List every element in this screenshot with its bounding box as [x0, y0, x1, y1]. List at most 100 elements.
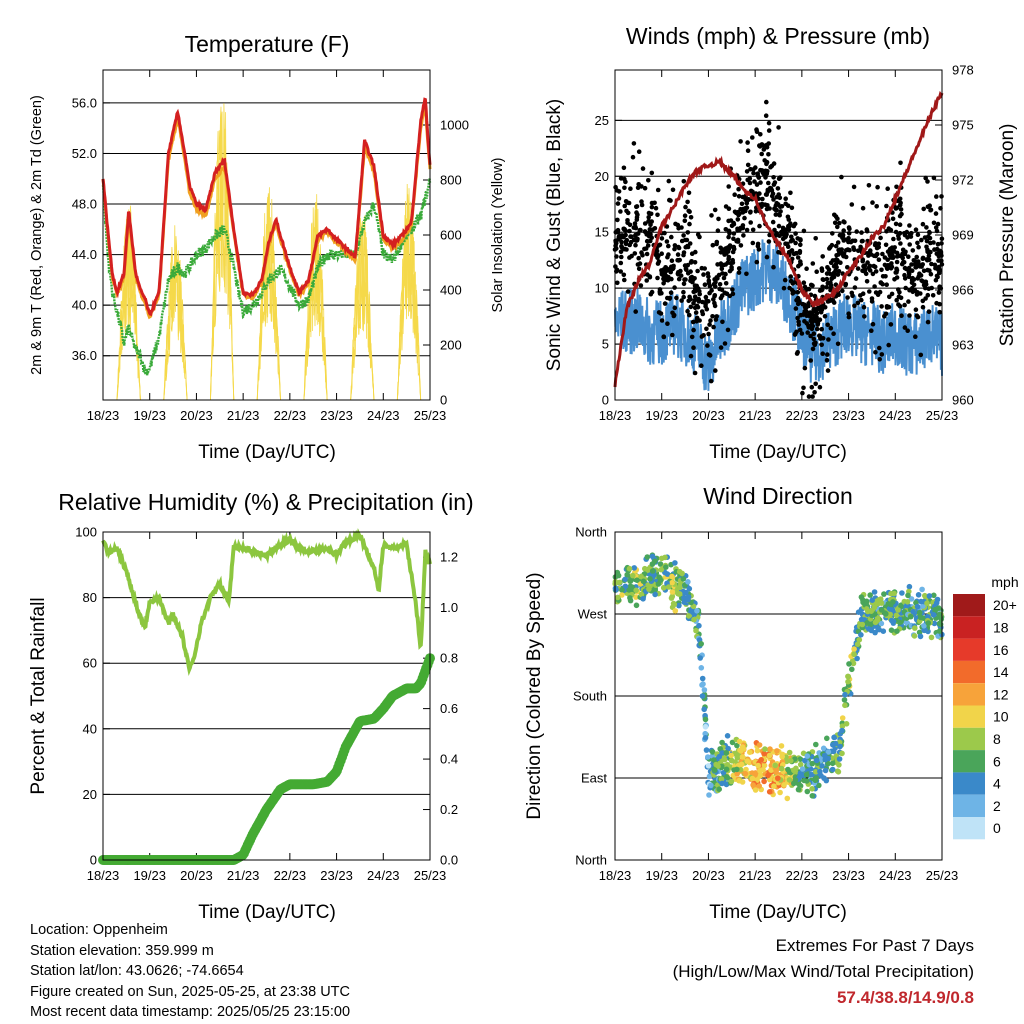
gust-point [909, 230, 914, 236]
direction-x-tick-label: 21/23 [739, 868, 772, 883]
gust-point [878, 235, 883, 241]
humidity-y2-tick-label: 0.8 [440, 651, 458, 666]
gust-point [676, 226, 681, 231]
gust-point [705, 343, 710, 348]
temperature-x-tick-label: 20/23 [180, 408, 213, 423]
gust-point [736, 194, 742, 199]
direction-point [851, 651, 857, 658]
direction-point [739, 754, 746, 760]
gust-point [646, 218, 651, 224]
direction-point [669, 593, 676, 600]
gust-point [846, 231, 852, 236]
gust-point [835, 240, 841, 245]
direction-point [761, 778, 767, 785]
direction-point [786, 777, 793, 783]
humidity-x-tick-label: 18/23 [87, 868, 120, 883]
direction-point [709, 749, 716, 755]
direction-point [640, 596, 646, 602]
direction-point [697, 655, 703, 661]
gust-point [632, 221, 638, 226]
gust-point [898, 207, 904, 212]
direction-point [728, 752, 734, 759]
direction-point [705, 763, 712, 769]
direction-point [738, 748, 744, 754]
direction-x-tick-label: 24/23 [879, 868, 912, 883]
gust-point [704, 326, 709, 332]
extremes-subtitle: (High/Low/Max Wind/Total Precipitation) [672, 962, 974, 981]
direction-point [895, 607, 901, 613]
gust-point [687, 221, 692, 227]
direction-point [932, 606, 939, 613]
direction-point [820, 745, 827, 752]
gust-point [925, 204, 931, 210]
gust-point [841, 219, 846, 224]
gust-point [890, 216, 896, 222]
gust-point [909, 268, 915, 274]
gust-point [840, 288, 845, 294]
gust-point [768, 186, 774, 191]
gust-point [920, 304, 926, 310]
gust-point [776, 176, 782, 181]
gust-point [744, 271, 749, 277]
winds-y-tick-label: 10 [595, 281, 609, 296]
direction-point [813, 757, 820, 764]
gust-point [652, 226, 658, 231]
gust-point [649, 204, 655, 210]
gust-point [851, 184, 857, 190]
gust-point [679, 238, 685, 244]
direction-point [757, 768, 763, 774]
direction-point [797, 756, 804, 762]
direction-point [836, 762, 842, 768]
winds-y2-tick-label: 972 [952, 173, 974, 188]
gust-point [721, 275, 727, 281]
gust-point [909, 262, 914, 267]
gust-point [669, 276, 674, 282]
gust-point [615, 217, 620, 223]
direction-point [657, 561, 664, 567]
direction-point [928, 634, 935, 641]
direction-point [926, 593, 933, 599]
gust-point [757, 143, 762, 148]
gust-point [764, 161, 769, 167]
temperature-y-tick-label: 52.0 [72, 146, 97, 161]
gust-point [786, 217, 792, 222]
gust-point [817, 307, 823, 312]
gust-point [702, 282, 708, 288]
direction-point [719, 739, 725, 746]
direction-point [755, 762, 761, 769]
gust-point [856, 248, 861, 253]
gust-point [859, 230, 864, 235]
gust-point [802, 365, 808, 371]
direction-point [634, 577, 640, 583]
gust-point [894, 250, 900, 256]
gust-point [925, 319, 931, 325]
gust-point [689, 334, 695, 340]
direction-point [616, 579, 623, 586]
gust-point [639, 202, 645, 208]
gust-point [801, 385, 806, 391]
gust-point [670, 332, 675, 338]
gust-point [820, 254, 825, 259]
gust-point [724, 251, 729, 256]
gust-point [767, 232, 772, 238]
humidity-y-tick-label: 0 [90, 853, 97, 868]
gust-point [931, 240, 936, 245]
direction-point [665, 584, 672, 590]
gust-point [765, 168, 770, 174]
figure-created: Figure created on Sun, 2025-05-25, at 23… [30, 983, 350, 1000]
direction-panel: Wind Direction NorthEastSouthWestNorth18… [524, 483, 1019, 923]
gust-point [876, 244, 881, 250]
gust-point [882, 255, 888, 260]
temperature-frame [102, 69, 431, 401]
direction-point [631, 565, 637, 571]
gust-point [778, 209, 783, 214]
gust-point [892, 245, 897, 250]
gust-point [766, 180, 771, 186]
gust-point [745, 140, 750, 145]
humidity-y2-tick-label: 1.0 [440, 600, 458, 615]
gust-point [814, 311, 820, 316]
gust-point [621, 226, 626, 232]
direction-point [716, 786, 722, 792]
direction-point [910, 608, 916, 615]
temperature-x-tick-label: 22/23 [274, 408, 307, 423]
